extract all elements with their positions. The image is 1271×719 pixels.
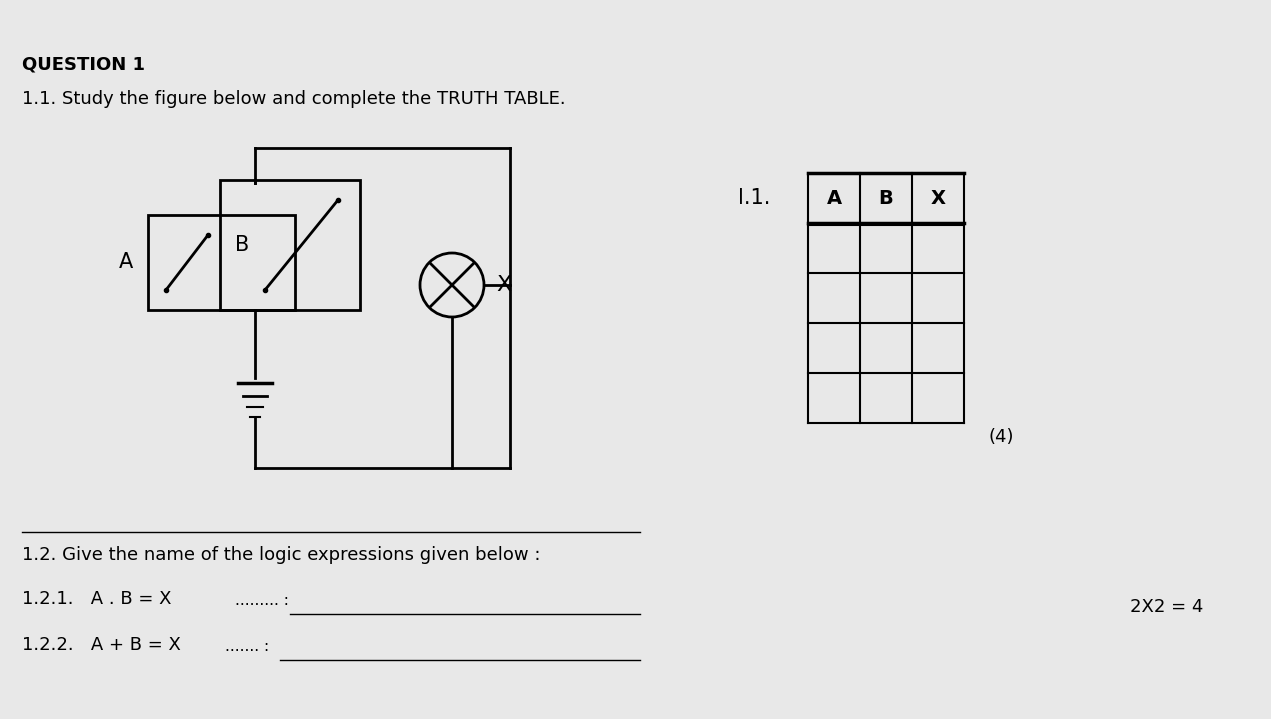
Text: ......... :: ......... : (235, 593, 289, 608)
Text: 2X2 = 4: 2X2 = 4 (1130, 598, 1204, 616)
Text: 1.2.2.   A + B = X: 1.2.2. A + B = X (22, 636, 180, 654)
Text: 1.1. Study the figure below and complete the TRUTH TABLE.: 1.1. Study the figure below and complete… (22, 90, 566, 108)
Text: A: A (826, 188, 841, 208)
Text: B: B (878, 188, 894, 208)
Text: 1.2.1.   A . B = X: 1.2.1. A . B = X (22, 590, 172, 608)
Text: X: X (496, 275, 511, 295)
Bar (220, 180, 360, 310)
Text: ....... :: ....... : (225, 639, 269, 654)
Text: l.1.: l.1. (738, 188, 770, 208)
Bar (147, 215, 295, 310)
Text: 1.2. Give the name of the logic expressions given below :: 1.2. Give the name of the logic expressi… (22, 546, 540, 564)
Text: X: X (930, 188, 946, 208)
Text: B: B (235, 235, 249, 255)
Text: A: A (119, 252, 133, 273)
Text: (4): (4) (989, 428, 1014, 446)
Text: QUESTION 1: QUESTION 1 (22, 55, 145, 73)
